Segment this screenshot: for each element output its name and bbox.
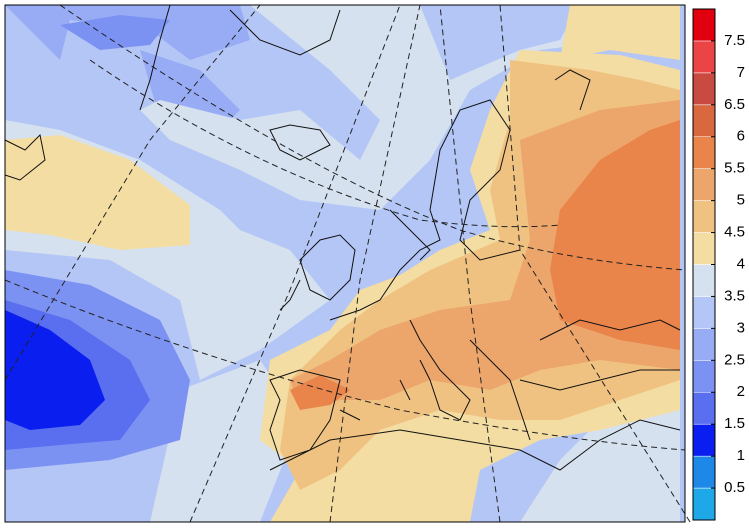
- colorbar-label: 2.5: [724, 351, 745, 368]
- colorbar-bin: [692, 296, 716, 329]
- field-3-5: [5, 5, 680, 522]
- colorbar-bin: [692, 328, 716, 361]
- colorbar-label: 7: [737, 64, 745, 81]
- colorbar-bin: [692, 264, 716, 297]
- colorbar-label: 2: [737, 383, 745, 400]
- colorbar-bin: [692, 72, 716, 106]
- field-5-5: [290, 120, 680, 410]
- colorbar-bin: [692, 136, 716, 169]
- colorbar-bin: [692, 392, 716, 425]
- colorbar-label: 5.5: [724, 160, 745, 177]
- colorbar-bin: [692, 200, 716, 233]
- colorbar-label: 7.5: [724, 32, 745, 49]
- field-5: [290, 100, 680, 410]
- colorbar-bin: [692, 360, 716, 393]
- colorbar-bin: [692, 40, 716, 74]
- colorbar-bin: [692, 104, 716, 137]
- colorbar: 0.5 1 1.5 2 2.5 3 3.5 4 4.5 5 5.5 6 6.5 7 7.5: [692, 8, 745, 521]
- colorbar-label: 4.5: [724, 224, 745, 241]
- colorbar-bin: [692, 8, 716, 42]
- colorbar-label: 4: [737, 255, 745, 272]
- colorbar-label: 6.5: [724, 96, 745, 113]
- field-3: [5, 5, 250, 130]
- colorbar-label: 6: [737, 128, 745, 145]
- map-frame: [4, 4, 686, 523]
- colorbar-label: 3: [737, 319, 745, 336]
- coastline: [4, 4, 681, 471]
- colorbar-bin: [692, 168, 716, 201]
- colorbar-bin: [692, 423, 716, 457]
- colorbar-label: 1: [737, 447, 745, 464]
- colorbar-bin: [692, 455, 716, 489]
- colorbar-label: 0.5: [724, 479, 745, 496]
- colorbar-bin: [692, 487, 716, 521]
- field-1-5: [5, 310, 105, 430]
- colorbar-bin: [692, 232, 716, 265]
- colorbar-label: 5: [737, 192, 745, 209]
- map: [4, 4, 691, 523]
- colorbar-label: 1.5: [724, 415, 745, 432]
- colorbar-label: 3.5: [724, 287, 745, 304]
- graticule: [4, 4, 691, 523]
